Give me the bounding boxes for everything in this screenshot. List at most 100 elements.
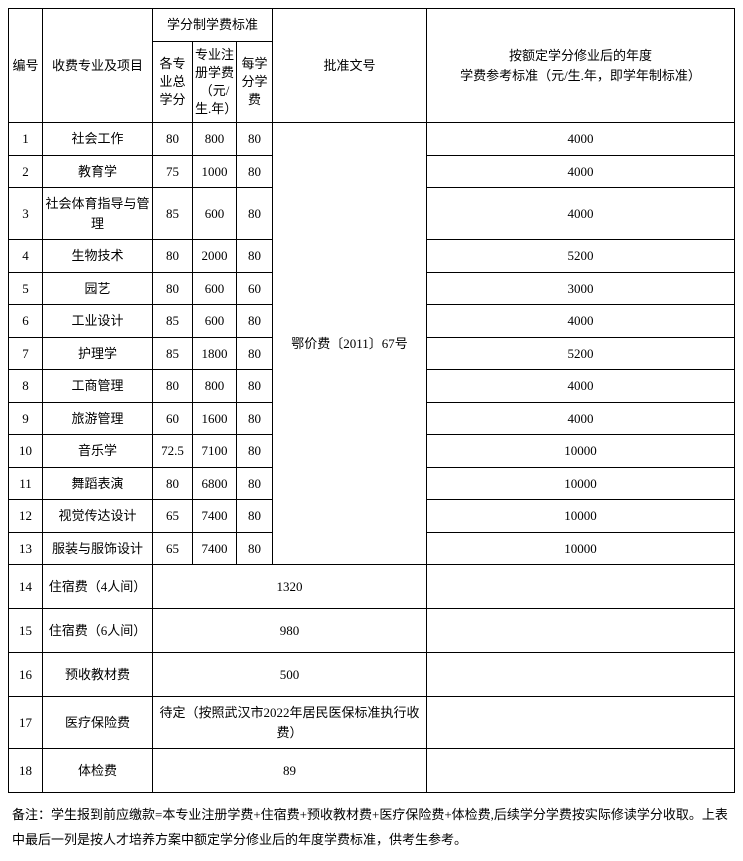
cell-empty: [427, 653, 735, 697]
cell-value: 待定（按照武汉市2022年居民医保标准执行收费）: [153, 697, 427, 749]
cell-empty: [427, 749, 735, 793]
cell-regfee: 7400: [193, 532, 237, 565]
cell-percredit: 60: [237, 272, 273, 305]
cell-credit: 85: [153, 188, 193, 240]
cell-item: 教育学: [43, 155, 153, 188]
cell-item: 服装与服饰设计: [43, 532, 153, 565]
cell-annual: 4000: [427, 155, 735, 188]
table-row: 1社会工作8080080鄂价费〔2011〕67号4000: [9, 123, 735, 156]
cell-index: 15: [9, 609, 43, 653]
cell-annual: 5200: [427, 240, 735, 273]
cell-credit: 80: [153, 467, 193, 500]
cell-regfee: 800: [193, 370, 237, 403]
cell-value: 980: [153, 609, 427, 653]
cell-empty: [427, 565, 735, 609]
cell-item: 生物技术: [43, 240, 153, 273]
cell-percredit: 80: [237, 500, 273, 533]
cell-index: 5: [9, 272, 43, 305]
cell-item: 体检费: [43, 749, 153, 793]
cell-item: 社会体育指导与管理: [43, 188, 153, 240]
cell-item: 园艺: [43, 272, 153, 305]
cell-credit: 65: [153, 500, 193, 533]
cell-credit: 80: [153, 370, 193, 403]
cell-annual: 4000: [427, 305, 735, 338]
cell-percredit: 80: [237, 532, 273, 565]
cell-item: 工业设计: [43, 305, 153, 338]
header-credit-group: 学分制学费标准: [153, 9, 273, 42]
cell-annual: 10000: [427, 467, 735, 500]
cell-regfee: 1000: [193, 155, 237, 188]
cell-index: 3: [9, 188, 43, 240]
table-row: 16预收教材费500: [9, 653, 735, 697]
header-per-credit: 每学分学费: [237, 41, 273, 123]
table-row: 18体检费89: [9, 749, 735, 793]
cell-empty: [427, 697, 735, 749]
table-row: 17医疗保险费待定（按照武汉市2022年居民医保标准执行收费）: [9, 697, 735, 749]
cell-index: 14: [9, 565, 43, 609]
cell-index: 17: [9, 697, 43, 749]
cell-percredit: 80: [237, 467, 273, 500]
cell-credit: 72.5: [153, 435, 193, 468]
cell-index: 13: [9, 532, 43, 565]
cell-credit: 80: [153, 272, 193, 305]
cell-credit: 65: [153, 532, 193, 565]
cell-item: 住宿费（4人间）: [43, 565, 153, 609]
cell-item: 舞蹈表演: [43, 467, 153, 500]
fee-table: 编号 收费专业及项目 学分制学费标准 批准文号 按额定学分修业后的年度 学费参考…: [8, 8, 735, 793]
header-annual: 按额定学分修业后的年度 学费参考标准（元/生.年，即学年制标准）: [427, 9, 735, 123]
header-reg-fee: 专业注册学费（元/生.年）: [193, 41, 237, 123]
cell-value: 89: [153, 749, 427, 793]
cell-index: 16: [9, 653, 43, 697]
cell-annual: 4000: [427, 402, 735, 435]
cell-item: 医疗保险费: [43, 697, 153, 749]
cell-regfee: 600: [193, 188, 237, 240]
cell-percredit: 80: [237, 370, 273, 403]
cell-index: 12: [9, 500, 43, 533]
cell-annual: 10000: [427, 500, 735, 533]
cell-value: 1320: [153, 565, 427, 609]
cell-regfee: 600: [193, 305, 237, 338]
header-approval: 批准文号: [273, 9, 427, 123]
cell-index: 6: [9, 305, 43, 338]
cell-index: 9: [9, 402, 43, 435]
cell-index: 7: [9, 337, 43, 370]
cell-annual: 4000: [427, 188, 735, 240]
cell-credit: 85: [153, 305, 193, 338]
cell-item: 音乐学: [43, 435, 153, 468]
cell-credit: 85: [153, 337, 193, 370]
cell-annual: 5200: [427, 337, 735, 370]
cell-credit: 80: [153, 123, 193, 156]
cell-annual: 10000: [427, 532, 735, 565]
cell-index: 18: [9, 749, 43, 793]
table-row: 14住宿费（4人间）1320: [9, 565, 735, 609]
cell-item: 工商管理: [43, 370, 153, 403]
cell-regfee: 800: [193, 123, 237, 156]
cell-annual: 3000: [427, 272, 735, 305]
cell-regfee: 1600: [193, 402, 237, 435]
cell-percredit: 80: [237, 402, 273, 435]
header-index: 编号: [9, 9, 43, 123]
cell-index: 4: [9, 240, 43, 273]
cell-percredit: 80: [237, 188, 273, 240]
header-item: 收费专业及项目: [43, 9, 153, 123]
cell-credit: 75: [153, 155, 193, 188]
cell-regfee: 2000: [193, 240, 237, 273]
cell-regfee: 7100: [193, 435, 237, 468]
table-row: 15住宿费（6人间）980: [9, 609, 735, 653]
cell-regfee: 1800: [193, 337, 237, 370]
cell-index: 11: [9, 467, 43, 500]
cell-credit: 80: [153, 240, 193, 273]
cell-item: 旅游管理: [43, 402, 153, 435]
cell-regfee: 6800: [193, 467, 237, 500]
cell-percredit: 80: [237, 435, 273, 468]
cell-item: 住宿费（6人间）: [43, 609, 153, 653]
footnote: 备注：学生报到前应缴款=本专业注册学费+住宿费+预收教材费+医疗保险费+体检费,…: [8, 803, 735, 852]
cell-percredit: 80: [237, 123, 273, 156]
cell-annual: 4000: [427, 370, 735, 403]
cell-credit: 60: [153, 402, 193, 435]
cell-percredit: 80: [237, 337, 273, 370]
cell-index: 2: [9, 155, 43, 188]
cell-regfee: 7400: [193, 500, 237, 533]
cell-index: 1: [9, 123, 43, 156]
cell-empty: [427, 609, 735, 653]
